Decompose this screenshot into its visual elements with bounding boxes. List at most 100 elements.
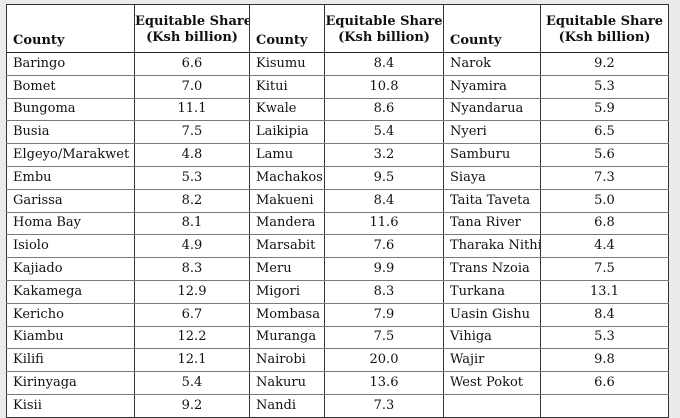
county-name-cell: Muranga xyxy=(249,326,325,350)
equitable-share-cell: 7.5 xyxy=(540,257,669,281)
equitable-share-cell: 5.4 xyxy=(324,120,444,145)
equitable-share-cell: 3.2 xyxy=(324,143,444,167)
table-row: Embu 5.3 Machakos 9.5 Siaya 7.3 xyxy=(6,166,669,190)
equitable-share-cell: 12.2 xyxy=(134,326,250,350)
equitable-share-header-line1: Equitable Share xyxy=(135,13,250,29)
equitable-share-cell: 8.6 xyxy=(324,98,444,122)
table-row: Kirinyaga 5.4 Nakuru 13.6 West Pokot 6.6 xyxy=(6,371,669,395)
equitable-share-cell: 6.6 xyxy=(134,52,250,76)
table-row: Kilifi 12.1 Nairobi 20.0 Wajir 9.8 xyxy=(6,348,669,373)
county-name-cell: Nyandarua xyxy=(443,98,541,122)
table-row: Busia 7.5 Laikipia 5.4 Nyeri 6.5 xyxy=(6,120,669,145)
equitable-share-cell: 8.3 xyxy=(324,280,444,304)
equitable-share-cell: 9.2 xyxy=(134,394,250,418)
county-name-cell: Kisumu xyxy=(249,52,325,76)
equitable-share-cell: 7.9 xyxy=(324,303,444,327)
county-name-cell: Makueni xyxy=(249,189,325,213)
equitable-share-table: County Equitable Share (Ksh billion) Cou… xyxy=(6,4,669,418)
equitable-share-cell: 4.4 xyxy=(540,234,669,259)
equitable-share-cell: 5.3 xyxy=(540,326,669,350)
county-name-cell: Bungoma xyxy=(6,98,135,122)
equitable-share-cell: 11.1 xyxy=(134,98,250,122)
table-row: Isiolo 4.9 Marsabit 7.6 Tharaka Nithi 4.4 xyxy=(6,234,669,259)
county-name-cell xyxy=(443,394,541,418)
county-name-cell: Kilifi xyxy=(6,348,135,373)
county-name-cell: Kisii xyxy=(6,394,135,418)
table-row: Homa Bay 8.1 Mandera 11.6 Tana River 6.8 xyxy=(6,212,669,236)
county-name-cell: Meru xyxy=(249,257,325,281)
county-name-cell: Kericho xyxy=(6,303,135,327)
county-name-cell: Nyamira xyxy=(443,75,541,99)
county-name-cell: Kiambu xyxy=(6,326,135,350)
equitable-share-cell: 10.8 xyxy=(324,75,444,99)
county-name-cell: Tharaka Nithi xyxy=(443,234,541,259)
equitable-share-cell: 13.1 xyxy=(540,280,669,304)
equitable-share-cell: 20.0 xyxy=(324,348,444,373)
equitable-share-cell: 9.9 xyxy=(324,257,444,281)
equitable-share-cell: 6.5 xyxy=(540,120,669,145)
county-name-cell: Turkana xyxy=(443,280,541,304)
county-name-cell: Homa Bay xyxy=(6,212,135,236)
equitable-share-cell: 6.7 xyxy=(134,303,250,327)
equitable-share-cell: 7.5 xyxy=(134,120,250,145)
county-header: County xyxy=(443,4,541,53)
county-name-cell: Vihiga xyxy=(443,326,541,350)
equitable-share-cell: 5.3 xyxy=(540,75,669,99)
county-name-cell: Tana River xyxy=(443,212,541,236)
county-name-cell: Kirinyaga xyxy=(6,371,135,395)
table-body: Baringo 6.6 Kisumu 8.4 Narok 9.2 Bomet 7.0 Kitui… xyxy=(6,52,669,418)
county-name-cell: Bomet xyxy=(6,75,135,99)
equitable-share-cell: 8.4 xyxy=(540,303,669,327)
equitable-share-header-line2: (Ksh billion) xyxy=(338,29,430,45)
county-name-cell: Mandera xyxy=(249,212,325,236)
equitable-share-cell xyxy=(540,394,669,418)
county-name-cell: Nandi xyxy=(249,394,325,418)
county-name-cell: Garissa xyxy=(6,189,135,213)
equitable-share-cell: 8.2 xyxy=(134,189,250,213)
county-name-cell: Nairobi xyxy=(249,348,325,373)
county-name-cell: Embu xyxy=(6,166,135,190)
equitable-share-header-line2: (Ksh billion) xyxy=(558,29,651,45)
equitable-share-cell: 12.9 xyxy=(134,280,250,304)
equitable-share-cell: 5.4 xyxy=(134,371,250,395)
county-name-cell: Wajir xyxy=(443,348,541,373)
equitable-share-header-line1: Equitable Share xyxy=(325,13,443,29)
equitable-share-header: Equitable Share (Ksh billion) xyxy=(324,4,444,53)
county-name-cell: West Pokot xyxy=(443,371,541,395)
county-name-cell: Siaya xyxy=(443,166,541,190)
table-row: Elgeyo/Marakwet 4.8 Lamu 3.2 Samburu 5.6 xyxy=(6,143,669,167)
equitable-share-cell: 8.4 xyxy=(324,52,444,76)
table-row: Bungoma 11.1 Kwale 8.6 Nyandarua 5.9 xyxy=(6,98,669,122)
equitable-share-cell: 5.9 xyxy=(540,98,669,122)
table-row: Bomet 7.0 Kitui 10.8 Nyamira 5.3 xyxy=(6,75,669,99)
county-name-cell: Lamu xyxy=(249,143,325,167)
county-name-cell: Laikipia xyxy=(249,120,325,145)
equitable-share-cell: 5.6 xyxy=(540,143,669,167)
county-name-cell: Kwale xyxy=(249,98,325,122)
equitable-share-cell: 6.6 xyxy=(540,371,669,395)
equitable-share-cell: 8.1 xyxy=(134,212,250,236)
equitable-share-cell: 8.3 xyxy=(134,257,250,281)
table-row: Garissa 8.2 Makueni 8.4 Taita Taveta 5.0 xyxy=(6,189,669,213)
county-name-cell: Isiolo xyxy=(6,234,135,259)
equitable-share-cell: 4.9 xyxy=(134,234,250,259)
county-name-cell: Trans Nzoia xyxy=(443,257,541,281)
county-name-cell: Migori xyxy=(249,280,325,304)
county-name-cell: Nakuru xyxy=(249,371,325,395)
county-name-cell: Kitui xyxy=(249,75,325,99)
table-row: Kakamega 12.9 Migori 8.3 Turkana 13.1 xyxy=(6,280,669,304)
equitable-share-cell: 5.3 xyxy=(134,166,250,190)
equitable-share-cell: 7.0 xyxy=(134,75,250,99)
county-name-cell: Busia xyxy=(6,120,135,145)
table-row: Kisii 9.2 Nandi 7.3 xyxy=(6,394,669,418)
county-name-cell: Baringo xyxy=(6,52,135,76)
county-name-cell: Mombasa xyxy=(249,303,325,327)
table-row: Baringo 6.6 Kisumu 8.4 Narok 9.2 xyxy=(6,52,669,76)
equitable-share-header: Equitable Share (Ksh billion) xyxy=(134,4,250,53)
table-header-row: County Equitable Share (Ksh billion) Cou… xyxy=(6,4,669,53)
equitable-share-cell: 7.6 xyxy=(324,234,444,259)
equitable-share-cell: 11.6 xyxy=(324,212,444,236)
table-row: Kiambu 12.2 Muranga 7.5 Vihiga 5.3 xyxy=(6,326,669,350)
county-header: County xyxy=(249,4,325,53)
county-name-cell: Taita Taveta xyxy=(443,189,541,213)
